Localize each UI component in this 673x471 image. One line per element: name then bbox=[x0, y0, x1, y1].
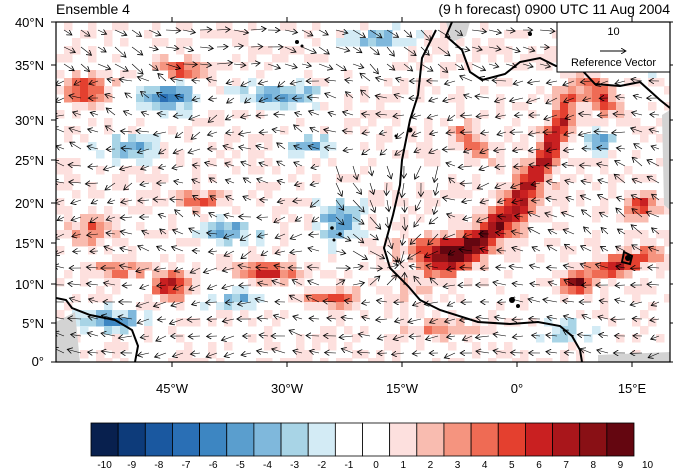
colorbar-label: 3 bbox=[454, 460, 461, 471]
colorbar-swatch bbox=[253, 422, 282, 457]
lat-label-10n: 10°N bbox=[14, 277, 44, 292]
colorbar-label: -4 bbox=[263, 460, 272, 471]
colorbar-swatch bbox=[362, 422, 391, 457]
colorbar-label: 5 bbox=[509, 460, 515, 471]
map-frame bbox=[55, 21, 671, 363]
islands bbox=[295, 32, 631, 308]
colorbar-swatch bbox=[280, 422, 309, 457]
colorbar-swatch bbox=[525, 422, 553, 457]
colorbar-label: -8 bbox=[154, 460, 164, 471]
colorbar-label: -9 bbox=[127, 460, 137, 471]
lat-label-15n: 15°N bbox=[14, 236, 44, 251]
colorbar-swatch bbox=[552, 422, 581, 457]
lake-outline bbox=[620, 250, 634, 266]
colorbar-swatch bbox=[579, 422, 608, 457]
lat-label-equator: 0° bbox=[31, 354, 44, 369]
colorbar-swatch bbox=[497, 422, 526, 457]
lat-label-5n: 5°N bbox=[22, 316, 44, 331]
colorbar-swatch bbox=[117, 422, 146, 457]
colorbar-label: 6 bbox=[536, 460, 542, 471]
colorbar-swatch bbox=[606, 422, 635, 457]
colorbar-label: -5 bbox=[235, 460, 245, 471]
colorbar-label: -2 bbox=[317, 460, 327, 471]
reference-vector-value: 10 bbox=[607, 26, 620, 38]
colorbar-label: 2 bbox=[427, 460, 434, 471]
colorbar-swatch bbox=[470, 422, 499, 457]
lat-label-40n: 40°N bbox=[14, 15, 44, 30]
reference-vector-box bbox=[556, 22, 670, 73]
coastlines bbox=[56, 22, 670, 362]
lon-label-30w: 30°W bbox=[271, 381, 303, 396]
colorbar-label: -1 bbox=[344, 460, 354, 471]
axis-ticks bbox=[51, 17, 673, 367]
lon-label-15w: 15°W bbox=[386, 381, 418, 396]
lon-label-0: 0° bbox=[510, 381, 524, 396]
colorbar-swatch bbox=[416, 422, 445, 457]
colorbar-swatch bbox=[199, 422, 228, 457]
colorbar-label: 0 bbox=[373, 460, 379, 471]
colorbar-swatch bbox=[226, 422, 255, 457]
lat-label-35n: 35°N bbox=[14, 58, 44, 73]
colorbar-swatch bbox=[307, 422, 336, 457]
colorbar-label: 1 bbox=[400, 460, 406, 471]
forecast-time-title: (9 h forecast) 0900 UTC 11 Aug 2004 bbox=[438, 1, 670, 17]
colorbar-label: 4 bbox=[481, 460, 488, 471]
colorbar-label: 7 bbox=[563, 460, 569, 471]
colorbar-label: 9 bbox=[617, 460, 624, 471]
lon-label-45w: 45°W bbox=[156, 381, 188, 396]
land-patch-south-america bbox=[56, 312, 80, 362]
colorbar-swatch bbox=[334, 422, 363, 457]
colorbar-swatch bbox=[443, 422, 472, 457]
wind-vectors bbox=[56, 29, 670, 358]
colorbar-swatch bbox=[144, 422, 173, 457]
colorbar-label: -10 bbox=[97, 460, 112, 471]
lat-label-25n: 25°N bbox=[14, 153, 44, 168]
lat-label-30n: 30°N bbox=[14, 113, 44, 128]
reference-vector-label: Reference Vector bbox=[571, 57, 656, 69]
colorbar-label: -7 bbox=[181, 460, 191, 471]
colorbar-label: 10 bbox=[642, 460, 654, 471]
colorbar-label: -6 bbox=[208, 460, 218, 471]
ensemble-title: Ensemble 4 bbox=[56, 1, 130, 17]
colorbar-swatch bbox=[389, 422, 418, 457]
colorbar-label: 8 bbox=[590, 460, 597, 471]
land-patch-east-edge bbox=[662, 110, 670, 210]
colorbar-swatch bbox=[90, 422, 119, 457]
lat-label-20n: 20°N bbox=[14, 196, 44, 211]
colorbar bbox=[90, 422, 635, 457]
colorbar-swatch bbox=[172, 422, 200, 457]
lon-label-15e: 15°E bbox=[617, 381, 647, 396]
colorbar-label: -3 bbox=[290, 460, 300, 471]
